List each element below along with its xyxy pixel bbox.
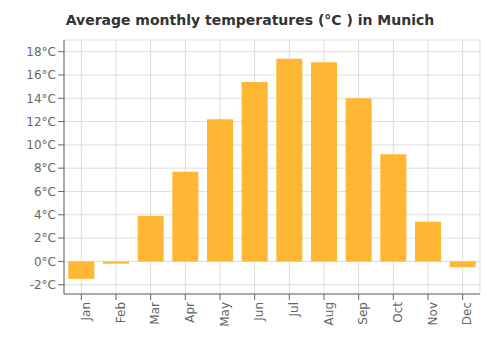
svg-text:14°C: 14°C <box>26 92 56 106</box>
svg-text:Nov: Nov <box>426 302 440 325</box>
svg-text:10°C: 10°C <box>26 138 56 152</box>
svg-text:-2°C: -2°C <box>30 278 56 292</box>
svg-text:12°C: 12°C <box>26 115 56 129</box>
svg-text:18°C: 18°C <box>26 45 56 59</box>
svg-text:8°C: 8°C <box>34 161 56 175</box>
svg-text:Jan: Jan <box>79 302 93 322</box>
svg-text:Jul: Jul <box>287 302 301 317</box>
svg-text:May: May <box>218 302 232 327</box>
svg-text:Aug: Aug <box>322 302 336 325</box>
svg-text:Feb: Feb <box>114 302 128 323</box>
svg-text:Oct: Oct <box>391 302 405 323</box>
svg-text:2°C: 2°C <box>34 231 56 245</box>
svg-text:16°C: 16°C <box>26 68 56 82</box>
svg-text:Mar: Mar <box>148 302 162 325</box>
svg-text:Sep: Sep <box>356 302 370 325</box>
svg-text:4°C: 4°C <box>34 208 56 222</box>
svg-text:Dec: Dec <box>460 302 474 325</box>
svg-text:6°C: 6°C <box>34 185 56 199</box>
svg-text:0°C: 0°C <box>34 255 56 269</box>
svg-text:Jun: Jun <box>252 302 266 322</box>
svg-text:Apr: Apr <box>183 302 197 323</box>
html-text:Average monthly temperatures (: Average monthly temperatures (°C ) in Mu… <box>65 12 435 28</box>
